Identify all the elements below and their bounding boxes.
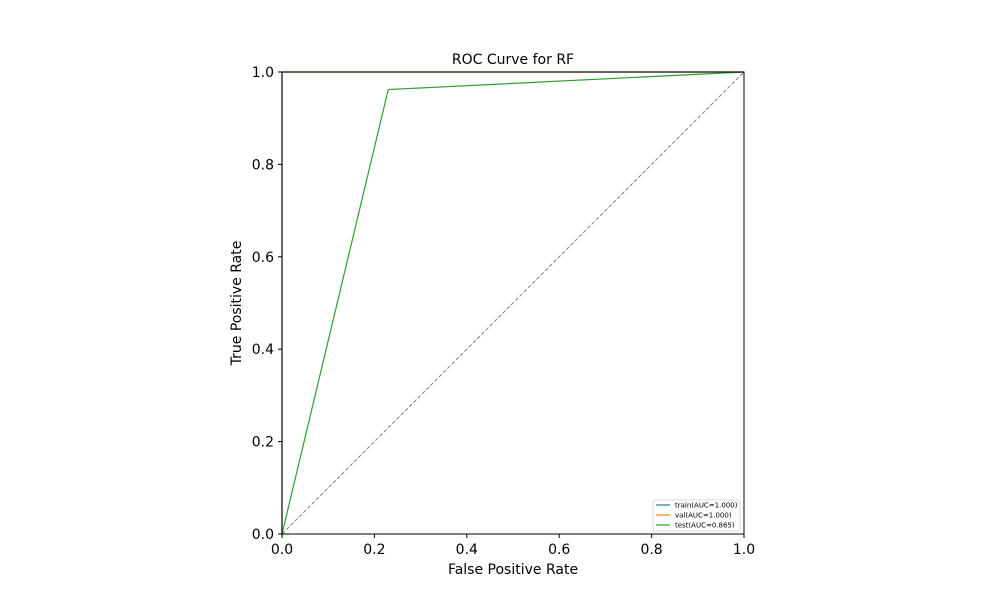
axes-frame <box>281 71 745 535</box>
y-tick-label: 0.2 <box>252 435 274 451</box>
x-axis: 0.0 0.2 0.4 0.6 0.8 1.0 <box>271 534 755 558</box>
y-axis-label: True Positive Rate <box>229 241 245 367</box>
y-tick-label: 0.0 <box>252 527 274 543</box>
legend-label: train(AUC=1.000) <box>675 502 738 510</box>
x-tick-label: 0.6 <box>548 542 570 558</box>
x-tick-label: 0.4 <box>456 542 478 558</box>
x-tick-label: 1.0 <box>733 542 755 558</box>
x-tick-label: 0.0 <box>271 542 293 558</box>
legend: train(AUC=1.000) val(AUC=1.000) test(AUC=0… <box>652 499 741 532</box>
legend-label: test(AUC=0.865) <box>675 522 735 530</box>
x-tick-label: 0.8 <box>640 542 662 558</box>
y-tick-label: 0.8 <box>252 157 274 173</box>
x-axis-label: False Positive Rate <box>448 562 578 578</box>
legend-box <box>652 499 741 532</box>
y-axis: 0.0 0.2 0.4 0.6 0.8 1.0 <box>252 65 282 543</box>
y-tick-label: 0.6 <box>252 250 274 266</box>
x-tick-label: 0.2 <box>363 542 385 558</box>
reference-diagonal-line <box>281 71 745 535</box>
series-line-2 <box>281 71 745 535</box>
y-tick-label: 0.4 <box>252 342 274 358</box>
y-tick-label: 1.0 <box>252 65 274 81</box>
chart-title: ROC Curve for RF <box>452 52 574 68</box>
legend-label: val(AUC=1.000) <box>675 512 732 520</box>
